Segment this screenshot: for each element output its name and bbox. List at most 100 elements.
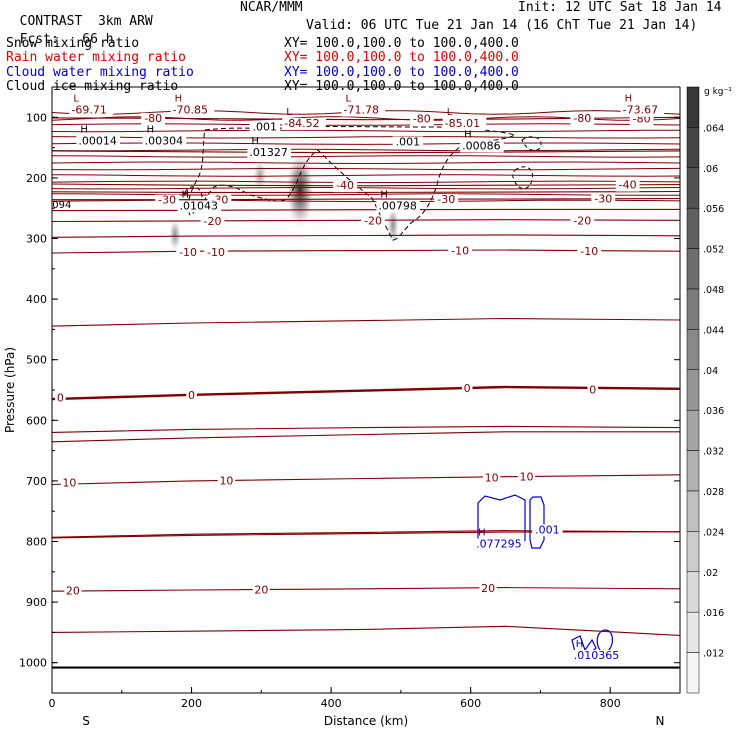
y-tick-label: 700 (26, 475, 47, 488)
extremum-mark: H (147, 125, 155, 136)
extremum-value-bg (341, 104, 386, 117)
y-tick-label: 200 (26, 172, 47, 185)
isotherm-label: 20 (66, 585, 80, 598)
isotherm-label: -40 (336, 179, 354, 192)
y-tick-label: 600 (26, 414, 47, 427)
y-tick-label: 400 (26, 293, 47, 306)
isotherm-label-bg (252, 584, 270, 597)
isotherm-label: 10 (485, 471, 499, 484)
colorbar-label: .024 (703, 527, 724, 538)
isotherm-label: -20 (204, 215, 222, 228)
extremum-value: .00798 (378, 199, 417, 212)
south-end-label: S (82, 714, 90, 728)
isotherm-label-bg (55, 392, 66, 405)
colorbar-label: .012 (703, 649, 724, 660)
isotherm-10 (51, 474, 681, 486)
extremum-value-bg (282, 117, 326, 130)
isotherm-label-bg (570, 215, 595, 228)
isotherm-label-bg (517, 471, 536, 484)
isotherm-mid (51, 190, 681, 193)
colorbar-cell (686, 450, 700, 492)
extremum-mark: L (346, 94, 352, 105)
isotherm-label: 0 (57, 391, 64, 404)
colorbar-cell (686, 369, 700, 411)
colorbar-label: .052 (703, 245, 724, 256)
isotherm-label: 0 (464, 382, 471, 395)
header-fcst: Fcst: 66 h (4, 19, 114, 47)
isotherm-label-bg (217, 475, 236, 488)
snow-shading (169, 152, 399, 251)
extremum-value: -73.67 (623, 104, 658, 117)
isotherm-label-bg (409, 113, 434, 126)
isotherm-label-bg (60, 477, 79, 490)
cloud-ice-contour (187, 126, 517, 241)
colorbar-cell (686, 248, 700, 290)
extremum-value: -84.52 (284, 117, 319, 130)
extremum-value: .00086 (462, 139, 501, 152)
extremum-value: .077295 (476, 538, 521, 551)
colorbar-label: .032 (703, 447, 724, 458)
colorbar-cell (686, 127, 700, 169)
isotherm-label: -10 (207, 246, 225, 259)
legend-snow-name: Snow mixing ratio (6, 36, 140, 51)
strat-isotherm (51, 155, 681, 158)
extremum-mark: H (464, 129, 472, 140)
snow-blob (286, 152, 314, 228)
extremum-value-bg (247, 147, 291, 160)
extremum-mark: H (175, 94, 183, 105)
isotherm-label: 0 (188, 389, 195, 402)
isotherm--40 (51, 183, 681, 187)
cloud-water-contour (596, 629, 613, 653)
colorbar-cell (686, 531, 700, 573)
isotherm-mid (51, 425, 681, 433)
extremum-mark: H (380, 189, 388, 200)
edge-label: 094 (52, 200, 71, 211)
isotherm-mid (51, 208, 680, 212)
contour-label-bg (532, 524, 563, 537)
isotherm-label-bg (204, 246, 228, 259)
y-tick-label: 500 (26, 354, 47, 367)
colorbar-label: .028 (703, 487, 724, 498)
contour-label: .001 (535, 523, 560, 536)
colorbar-label: .036 (703, 406, 724, 417)
x-tick-label: 800 (600, 697, 621, 710)
colorbar-label: .02 (703, 568, 718, 579)
extremum-value-bg (474, 538, 525, 551)
y-tick-label: 100 (26, 111, 47, 124)
extremum-value-bg (69, 104, 113, 117)
isotherm-label-bg (64, 585, 82, 598)
snow-blob (169, 219, 181, 251)
fcst-value: 66 h (82, 32, 114, 47)
isotherm-label: -10 (451, 245, 469, 258)
extremum-mark: H (251, 136, 259, 147)
isotherm-label-bg (587, 384, 599, 397)
north-end-label: N (656, 714, 665, 728)
strat-isotherm (51, 193, 681, 196)
extremum-value-bg (177, 200, 222, 213)
extremum-mark: L (447, 107, 453, 118)
isotherm-label: -30 (437, 193, 455, 206)
extremum-value-bg (460, 140, 504, 153)
extremum-value: -70.85 (173, 104, 208, 117)
x-tick-label: 0 (49, 697, 56, 710)
header-init: Init: 12 UTC Sat 18 Jan 14 (518, 0, 722, 15)
isotherm-label: -20 (364, 214, 382, 227)
isotherm-label: 10 (519, 471, 533, 484)
colorbar-cell (686, 571, 700, 613)
isotherm-label: 0 (589, 383, 596, 396)
isotherm-label-bg (479, 583, 497, 596)
extremum-value-bg (571, 650, 622, 663)
isotherm-mid (51, 531, 681, 539)
x-tick-label: 400 (321, 697, 342, 710)
extremum-mark: L (286, 107, 292, 118)
isotherm-mid (51, 625, 681, 636)
colorbar-cell (686, 611, 700, 653)
legend-cloud-water-xy: XY= 100.0,100.0 to 100.0,400.0 (284, 65, 519, 80)
isotherm-label-bg (570, 112, 595, 125)
x-tick-label: 200 (181, 697, 202, 710)
legend-rain-xy: XY= 100.0,100.0 to 100.0,400.0 (284, 50, 519, 65)
extremum-mark: H (625, 94, 633, 105)
isotherm-mid (51, 431, 680, 443)
extremum-value: -71.78 (344, 104, 379, 117)
